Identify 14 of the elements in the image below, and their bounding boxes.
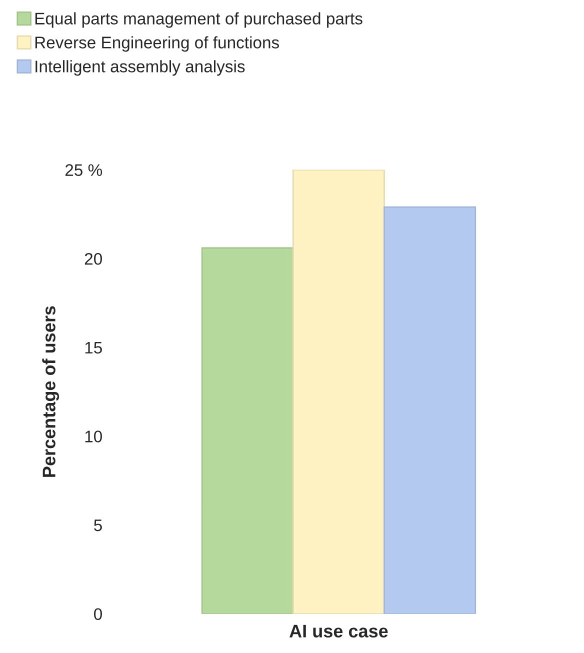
- y-tick-label: 5: [94, 520, 102, 532]
- bar: [201, 247, 294, 614]
- bar: [384, 206, 476, 614]
- y-axis-title: Percentage of users: [42, 306, 60, 477]
- y-tick-label: 25 %: [65, 164, 102, 176]
- legend-label: Intelligent assembly analysis: [36, 60, 245, 76]
- y-tick-label: 20: [84, 252, 102, 265]
- y-tick-label: 10: [85, 430, 102, 442]
- legend-label: Equal parts management of purchased parts: [35, 12, 362, 28]
- bar: [292, 170, 385, 614]
- x-axis-title: AI use case: [289, 624, 388, 638]
- y-tick-label: 15: [85, 342, 102, 354]
- legend-label: Reverse Engineering of functions: [35, 36, 279, 52]
- y-tick-label: 0: [94, 608, 102, 620]
